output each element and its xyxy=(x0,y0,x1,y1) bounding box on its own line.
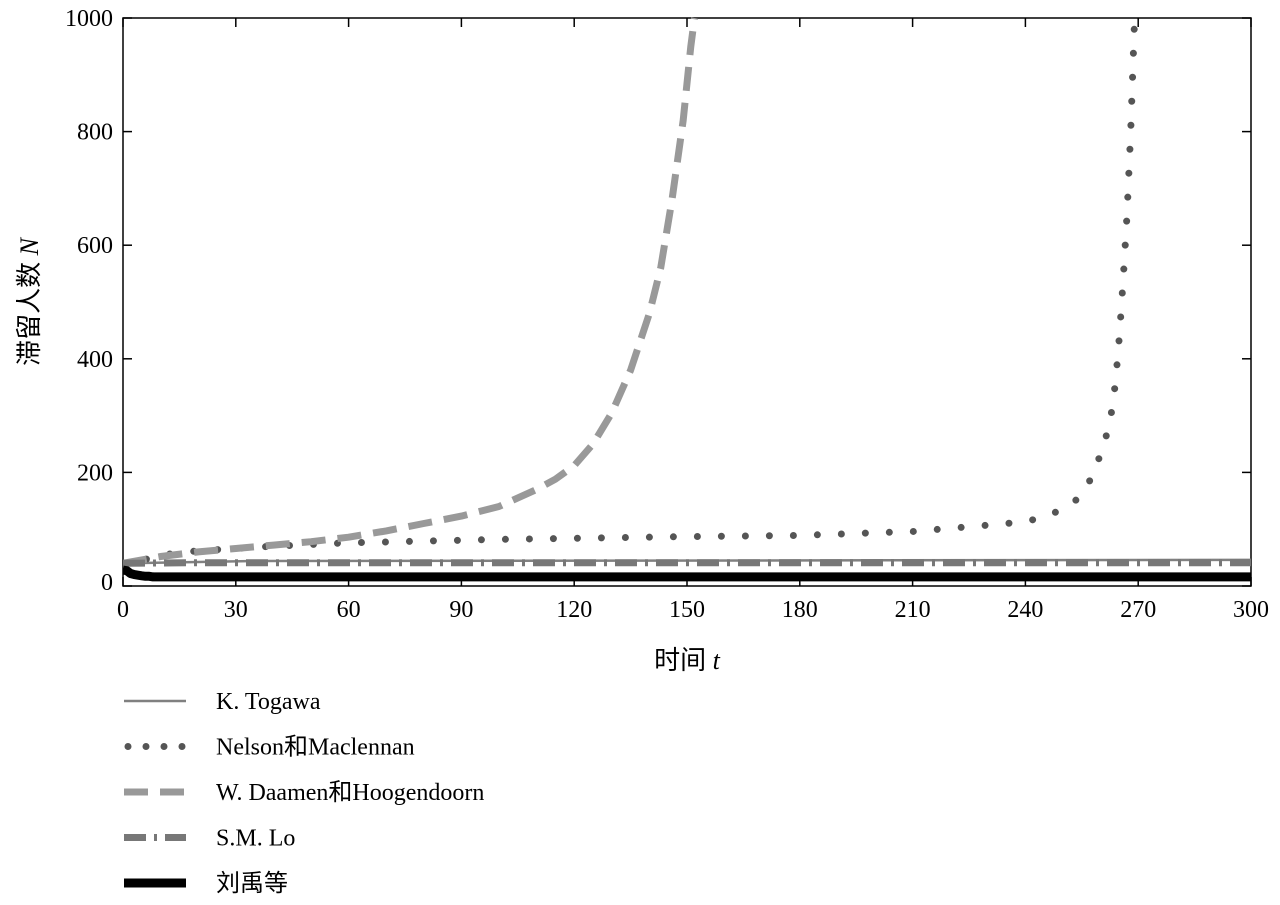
y-tick-label: 600 xyxy=(77,233,113,259)
x-tick-label: 270 xyxy=(1120,597,1156,623)
legend: K. Togawa Nelson和Maclennan W. Daamen和Hooge… xyxy=(124,689,484,897)
series-layer xyxy=(123,17,1251,582)
y-tick-label: 200 xyxy=(77,460,113,486)
y-tick-label: 800 xyxy=(77,120,113,146)
legend-item: W. Daamen和Hoogendoorn xyxy=(124,779,484,806)
x-axis-ticks: 0 30 60 90 120 150 180 210 240 270 300 xyxy=(117,18,1269,623)
legend-label: K. Togawa xyxy=(216,689,321,715)
legend-label: S.M. Lo xyxy=(216,826,295,852)
x-tick-label: 180 xyxy=(782,597,818,623)
x-tick-label: 30 xyxy=(224,597,248,623)
y-tick-label: 0 xyxy=(101,570,113,596)
x-axis-title: 时间 t xyxy=(654,646,721,675)
series-line-4 xyxy=(123,559,1251,567)
legend-item: 刘禹等 xyxy=(124,870,288,897)
series-line-3 xyxy=(123,17,698,567)
y-axis-title: 滞留人数 N xyxy=(15,236,44,366)
x-tick-label: 210 xyxy=(895,597,931,623)
y-axis-ticks: 0 200 400 600 800 1000 xyxy=(65,6,1251,596)
legend-label: W. Daamen和Hoogendoorn xyxy=(216,779,484,806)
y-tick-label: 1000 xyxy=(65,6,113,32)
x-tick-label: 120 xyxy=(556,597,592,623)
x-tick-label: 60 xyxy=(337,597,361,623)
x-tick-label: 0 xyxy=(117,597,129,623)
x-tick-label: 300 xyxy=(1233,597,1269,623)
x-tick-label: 150 xyxy=(669,597,705,623)
x-tick-label: 240 xyxy=(1007,597,1043,623)
legend-label: Nelson和Maclennan xyxy=(216,734,415,761)
legend-item: K. Togawa xyxy=(124,689,321,715)
legend-item: S.M. Lo xyxy=(124,826,295,852)
series-line-5 xyxy=(123,565,1251,582)
legend-item: Nelson和Maclennan xyxy=(124,734,415,761)
x-tick-label: 90 xyxy=(449,597,473,623)
axes: 0 30 60 90 120 150 180 210 240 270 300 0 200 400 600 8… xyxy=(65,6,1269,623)
y-tick-label: 400 xyxy=(77,347,113,373)
legend-label: 刘禹等 xyxy=(216,870,288,897)
series-line-2 xyxy=(123,20,1138,568)
